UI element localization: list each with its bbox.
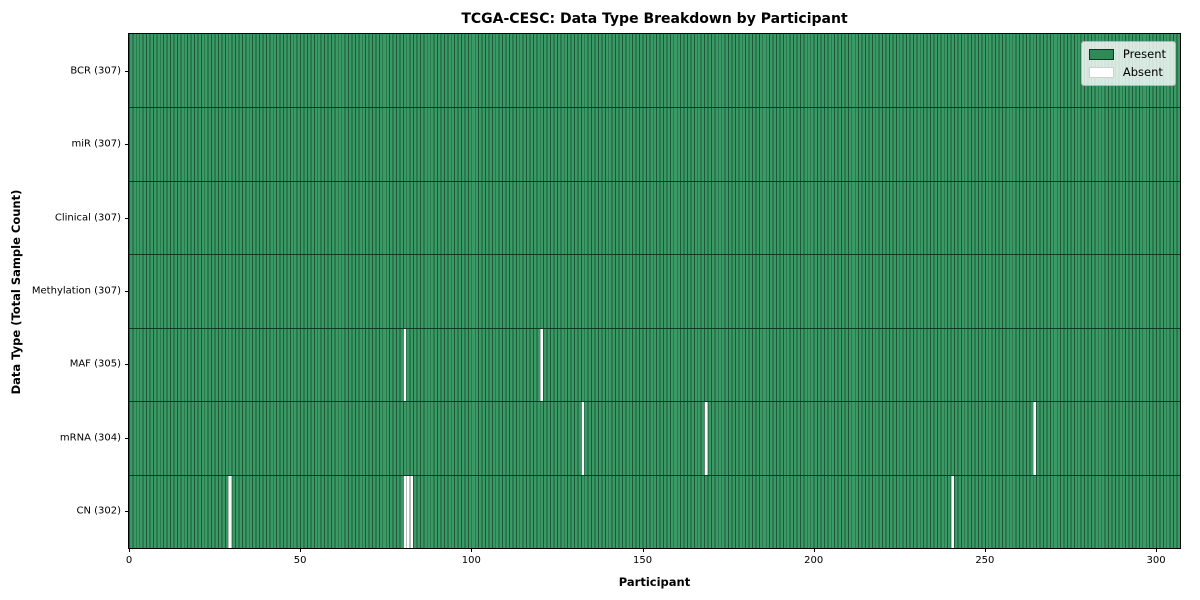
y-tick-mark-MAF	[125, 364, 129, 366]
y-tick-mark-Methylation	[125, 291, 129, 292]
legend-label-present: Present	[1122, 47, 1166, 61]
heatmap-row-BCR	[129, 34, 1180, 108]
y-tick-mark-CN	[125, 511, 129, 513]
absent-cell-mRNA-264	[1032, 402, 1037, 475]
legend-label-absent: Absent	[1122, 65, 1163, 79]
legend-swatch-absent	[1088, 67, 1114, 78]
absent-cell-MAF-120	[539, 328, 544, 402]
absent-cell-mRNA-132	[580, 402, 585, 475]
x-tick-mark-200	[813, 548, 815, 552]
absent-cell-CN-240	[950, 475, 955, 548]
x-tick-label-0: 0	[125, 555, 133, 566]
x-tick-label-250: 250	[975, 555, 995, 566]
legend: Present Absent	[1080, 41, 1176, 86]
y-tick-label-miR: miR (307)	[71, 138, 121, 150]
heatmap-row-miR	[129, 107, 1180, 181]
legend-item-absent: Absent	[1088, 65, 1166, 79]
legend-swatch-present	[1088, 49, 1114, 60]
y-tick-label-CN: CN (302)	[76, 505, 121, 517]
x-tick-mark-300	[1156, 548, 1158, 552]
y-tick-mark-Clinical	[125, 217, 129, 219]
y-tick-label-Clinical: Clinical (307)	[54, 212, 121, 224]
absent-cell-MAF-80	[402, 328, 407, 402]
x-tick-mark-250	[984, 548, 986, 552]
heatmap-row-Methylation	[129, 254, 1180, 328]
legend-item-present: Present	[1088, 47, 1166, 61]
y-tick-mark-miR	[125, 144, 129, 146]
x-tick-label-150: 150	[632, 555, 653, 566]
y-tick-label-Methylation: Methylation (307)	[31, 285, 121, 297]
heatmap-row-CN	[129, 474, 1180, 548]
x-tick-label-200: 200	[804, 555, 824, 566]
x-tick-label-50: 50	[293, 555, 307, 566]
heatmap-row-MAF	[129, 327, 1180, 402]
y-tick-label-mRNA: mRNA (304)	[59, 432, 121, 444]
absent-cell-CN-82	[409, 475, 414, 548]
y-tick-mark-mRNA	[125, 437, 129, 439]
x-tick-mark-150	[642, 548, 644, 552]
absent-cell-CN-29	[228, 475, 232, 548]
x-tick-mark-0	[129, 548, 130, 552]
chart-title: TCGA-CESC: Data Type Breakdown by Partic…	[461, 11, 848, 27]
absent-cell-mRNA-168	[704, 402, 708, 475]
y-tick-label-MAF: MAF (305)	[69, 358, 121, 370]
y-tick-mark-BCR	[125, 70, 129, 72]
heatmap-plot: Present Absent	[128, 33, 1181, 549]
x-tick-label-100: 100	[461, 555, 481, 566]
x-tick-mark-50	[300, 548, 302, 552]
heatmap-row-mRNA	[129, 401, 1180, 475]
x-axis-label: Participant	[618, 575, 691, 589]
heatmap-row-Clinical	[129, 180, 1180, 255]
x-tick-mark-100	[471, 548, 473, 552]
x-tick-label-300: 300	[1146, 555, 1166, 566]
y-tick-label-BCR: BCR (307)	[70, 65, 121, 77]
